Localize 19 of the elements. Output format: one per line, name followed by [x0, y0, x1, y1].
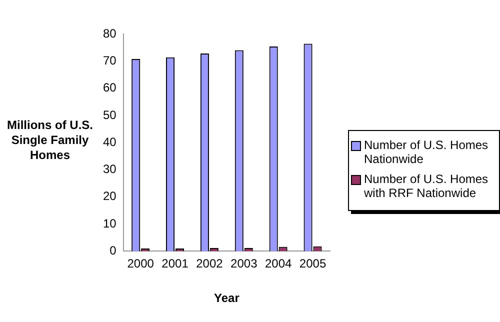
y-tick-label: 80 — [102, 26, 117, 40]
y-tick-label: 20 — [102, 189, 117, 204]
y-axis-title: Millions of U.S. Single Family Homes — [6, 118, 94, 163]
legend-label: Number of U.S. Homes with RRF Nationwide — [364, 172, 490, 200]
legend-label: Number of U.S. Homes Nationwide — [364, 138, 490, 166]
x-tick-label: 2004 — [264, 256, 292, 271]
y-tick-label: 10 — [102, 216, 117, 230]
y-tick-label: 60 — [102, 80, 117, 95]
x-tick-label: 2005 — [299, 256, 326, 271]
x-tick-label: 2001 — [162, 256, 189, 271]
y-tick-label: 50 — [102, 108, 117, 122]
y-tick-label: 0 — [110, 244, 117, 258]
y-tick-label: 40 — [102, 134, 117, 149]
x-tick-label: 2002 — [196, 256, 224, 271]
x-tick-label: 2003 — [230, 256, 258, 271]
x-axis-title: Year — [214, 291, 240, 306]
x-tick-label: 2000 — [127, 256, 154, 271]
y-tick-label: 30 — [102, 162, 117, 176]
y-tick-label: 70 — [102, 53, 117, 68]
